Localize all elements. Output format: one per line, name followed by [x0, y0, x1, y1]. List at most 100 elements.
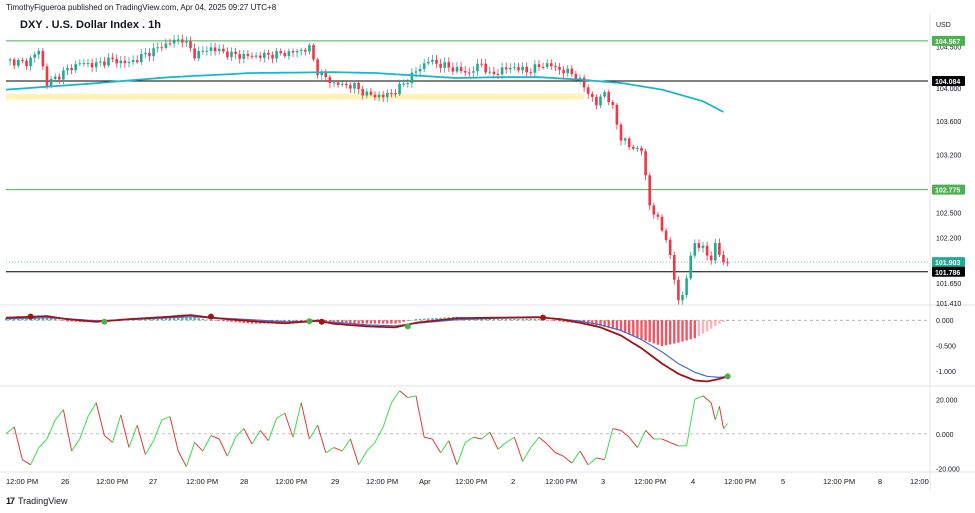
macd-histogram-bar	[62, 320, 65, 321]
price-level-tag-label: 101.786	[935, 270, 960, 277]
time-axis-label: 12:00 PM	[366, 477, 398, 486]
candle-body	[439, 63, 442, 68]
oscillator-segment	[284, 412, 294, 438]
price-level-tag-label: 101.903	[935, 260, 960, 267]
candle-body	[373, 94, 377, 98]
price-level-tag	[932, 257, 965, 268]
macd-histogram-bar	[181, 317, 184, 321]
symbol-title[interactable]: DXY . U.S. Dollar Index . 1h	[20, 19, 162, 31]
candle-body	[459, 67, 463, 72]
macd-histogram-bar	[550, 320, 553, 321]
macd-histogram-bar	[423, 318, 426, 321]
candle-body	[25, 60, 28, 67]
oscillator-segment	[596, 457, 605, 461]
oscillator-segment	[317, 425, 327, 453]
candle-body	[398, 83, 401, 95]
oscillator-segment	[636, 430, 647, 448]
candle-body	[144, 53, 147, 55]
oscillator-segment	[714, 406, 720, 421]
macd-histogram-bar	[484, 318, 487, 321]
oscillator-segment	[333, 447, 343, 452]
candle-body	[230, 51, 233, 58]
macd-histogram-bar	[599, 320, 602, 326]
macd-histogram-bar	[189, 316, 192, 321]
candle-body	[62, 70, 65, 80]
macd-histogram-bar	[58, 319, 61, 321]
candle-body	[504, 67, 508, 70]
candle-body	[267, 52, 270, 55]
macd-histogram-bar	[439, 317, 442, 321]
oscillator-segment	[415, 395, 425, 438]
macd-histogram-bar	[209, 320, 213, 321]
candle-body	[431, 59, 434, 62]
candle-body	[340, 83, 344, 85]
candle-body	[197, 51, 200, 59]
candle-body	[328, 77, 332, 84]
macd-histogram-bar	[640, 320, 643, 340]
time-axis-label: 12:00 PM	[545, 477, 577, 486]
candle-body	[291, 51, 295, 53]
oscillator-segment	[604, 428, 614, 460]
macd-histogram-bar	[304, 320, 307, 321]
macd-histogram-bar	[74, 320, 77, 322]
price-axis[interactable]: 104.500 104.000 103.600 103.200 102.500 102.2…	[932, 35, 965, 473]
macd-histogram-bar	[205, 319, 209, 321]
price-axis-tick: -0.500	[936, 344, 956, 351]
macd-histogram-bar	[226, 320, 229, 322]
candle-body	[623, 138, 627, 141]
candle-body	[681, 295, 684, 301]
time-axis-label: 4	[691, 477, 695, 486]
candle-body	[545, 63, 549, 67]
currency-label[interactable]: USD	[936, 22, 951, 29]
candle-body	[193, 48, 196, 59]
macd-histogram-bar	[603, 320, 606, 327]
macd-layer	[4, 313, 928, 383]
oscillator-segment	[5, 426, 15, 435]
panel-dividers	[0, 14, 975, 490]
macd-histogram-bar	[677, 320, 680, 343]
oscillator-segment	[571, 450, 581, 464]
price-level-tag	[932, 184, 965, 195]
macd-histogram-bar	[41, 316, 45, 321]
oscillator-segment	[399, 390, 409, 398]
macd-histogram-bar	[562, 320, 565, 322]
candle-body	[86, 63, 90, 65]
macd-histogram-bar	[156, 318, 159, 321]
time-axis-label: Apr	[419, 477, 431, 486]
tradingview-footer[interactable]: 17 TradingView	[6, 496, 68, 506]
candle-body	[17, 59, 20, 66]
price-level-tag-label: 104.084	[935, 79, 960, 86]
candle-body	[709, 255, 713, 261]
candle-body	[140, 53, 143, 63]
candle-body	[550, 63, 553, 67]
macd-histogram-bar	[636, 320, 639, 338]
macd-histogram-bar	[529, 319, 532, 321]
candle-body	[181, 39, 184, 43]
oscillator-segment	[308, 424, 319, 440]
oscillator-segment	[407, 395, 417, 399]
macd-histogram-bar	[164, 318, 168, 321]
candle-body	[513, 67, 516, 69]
oscillator-segment	[218, 438, 228, 457]
oscillator-segment	[473, 436, 482, 440]
candle-body	[37, 50, 41, 55]
candle-body	[603, 92, 606, 97]
oscillator-segment	[153, 419, 163, 441]
candle-body	[476, 63, 479, 72]
candle-body	[418, 68, 422, 72]
candle-body	[254, 55, 258, 57]
time-axis[interactable]: 12:00 PM 26 12:00 PM 27 12:00 PM 28 12:00 PM 29…	[6, 477, 929, 486]
macd-histogram-bar	[410, 320, 414, 321]
candle-body	[205, 50, 209, 52]
macd-histogram-bar	[660, 320, 664, 347]
oscillator-segment	[612, 428, 622, 431]
macd-histogram-bar	[345, 320, 348, 324]
oscillator-segment	[513, 437, 524, 462]
oscillator-segment	[128, 425, 138, 448]
oscillator-segment	[292, 402, 302, 438]
candle-body	[66, 68, 69, 71]
candle-body	[611, 102, 615, 105]
macd-histogram-bar	[4, 317, 8, 321]
candle-body	[82, 63, 86, 65]
